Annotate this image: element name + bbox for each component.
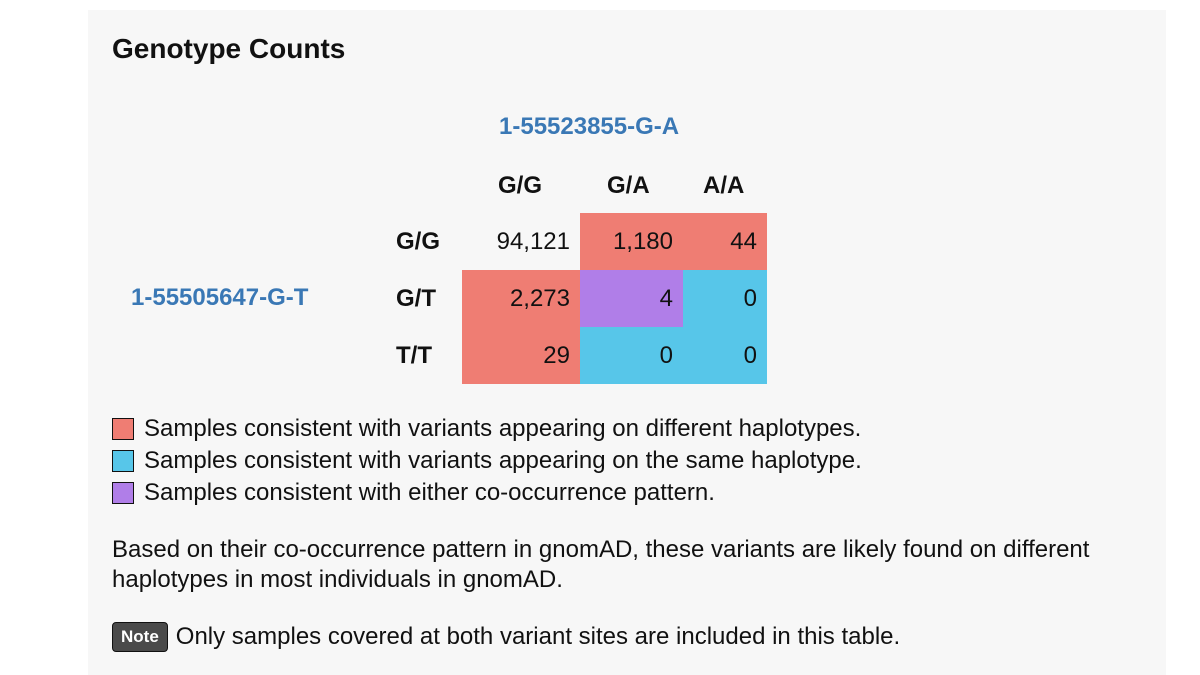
- summary-text: Based on their co-occurrence pattern in …: [112, 536, 1090, 593]
- legend: Samples consistent with variants appeari…: [112, 413, 862, 509]
- row-header-gg: G/G: [396, 228, 441, 255]
- row-variant-link[interactable]: 1-55505647-G-T: [131, 284, 309, 311]
- column-header-aa: A/A: [703, 172, 745, 199]
- legend-swatch-either: [112, 482, 134, 504]
- genotype-cell: 0: [580, 327, 683, 384]
- note-text: Only samples covered at both variant sit…: [175, 623, 901, 650]
- column-header-gg: G/G: [498, 172, 543, 199]
- genotype-cell: 94,121: [496, 228, 570, 255]
- legend-item-different: Samples consistent with variants appeari…: [112, 413, 862, 445]
- genotype-cell: 4: [580, 270, 683, 327]
- legend-item-same: Samples consistent with variants appeari…: [112, 445, 862, 477]
- legend-label: Samples consistent with either co-occurr…: [144, 479, 715, 506]
- section-title: Genotype Counts: [112, 33, 346, 64]
- genotype-cell: 0: [683, 270, 767, 327]
- note: Note Only samples covered at both varian…: [112, 622, 900, 652]
- legend-item-either: Samples consistent with either co-occurr…: [112, 477, 862, 509]
- genotype-cell: 2,273: [462, 270, 580, 327]
- legend-swatch-different: [112, 418, 134, 440]
- genotype-cell: 0: [683, 327, 767, 384]
- legend-swatch-same: [112, 450, 134, 472]
- genotype-cell: 1,180: [580, 213, 683, 270]
- genotype-cell: 29: [462, 327, 580, 384]
- genotype-cell: 44: [683, 213, 767, 270]
- legend-label: Samples consistent with variants appeari…: [144, 415, 862, 442]
- column-header-ga: G/A: [607, 172, 650, 199]
- note-badge: Note: [112, 622, 168, 652]
- legend-label: Samples consistent with variants appeari…: [144, 447, 862, 474]
- row-header-gt: G/T: [396, 285, 436, 312]
- column-variant-link[interactable]: 1-55523855-G-A: [499, 113, 680, 140]
- row-header-tt: T/T: [396, 342, 432, 369]
